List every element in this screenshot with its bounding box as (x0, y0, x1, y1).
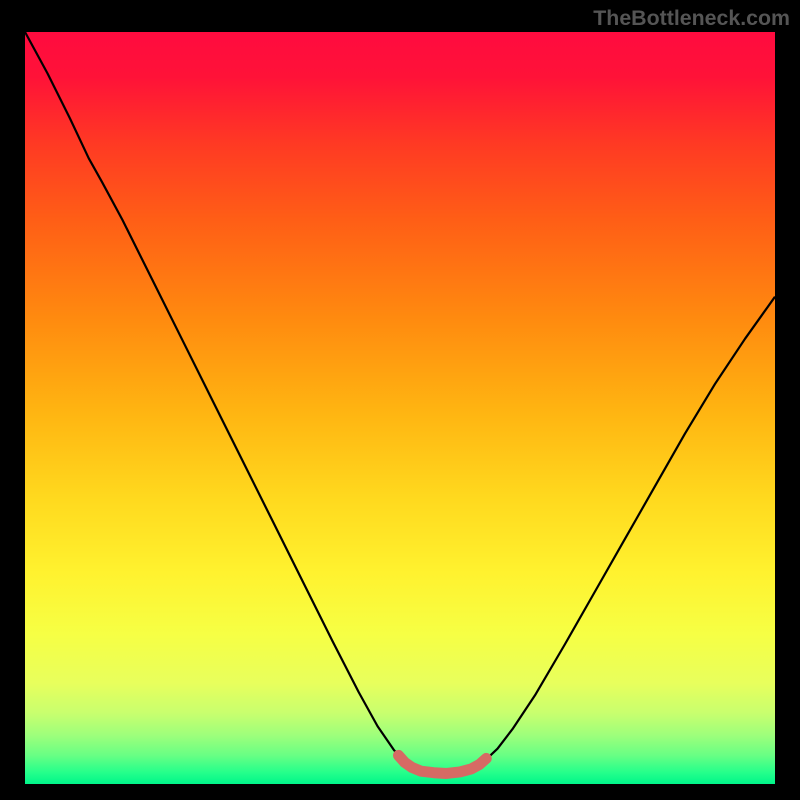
bottom-accent (399, 755, 487, 773)
watermark-text: TheBottleneck.com (593, 6, 790, 31)
plot-area (25, 32, 775, 784)
chart-container: TheBottleneck.com (0, 0, 800, 800)
bottleneck-curve (25, 32, 775, 773)
curve-svg (25, 32, 775, 784)
